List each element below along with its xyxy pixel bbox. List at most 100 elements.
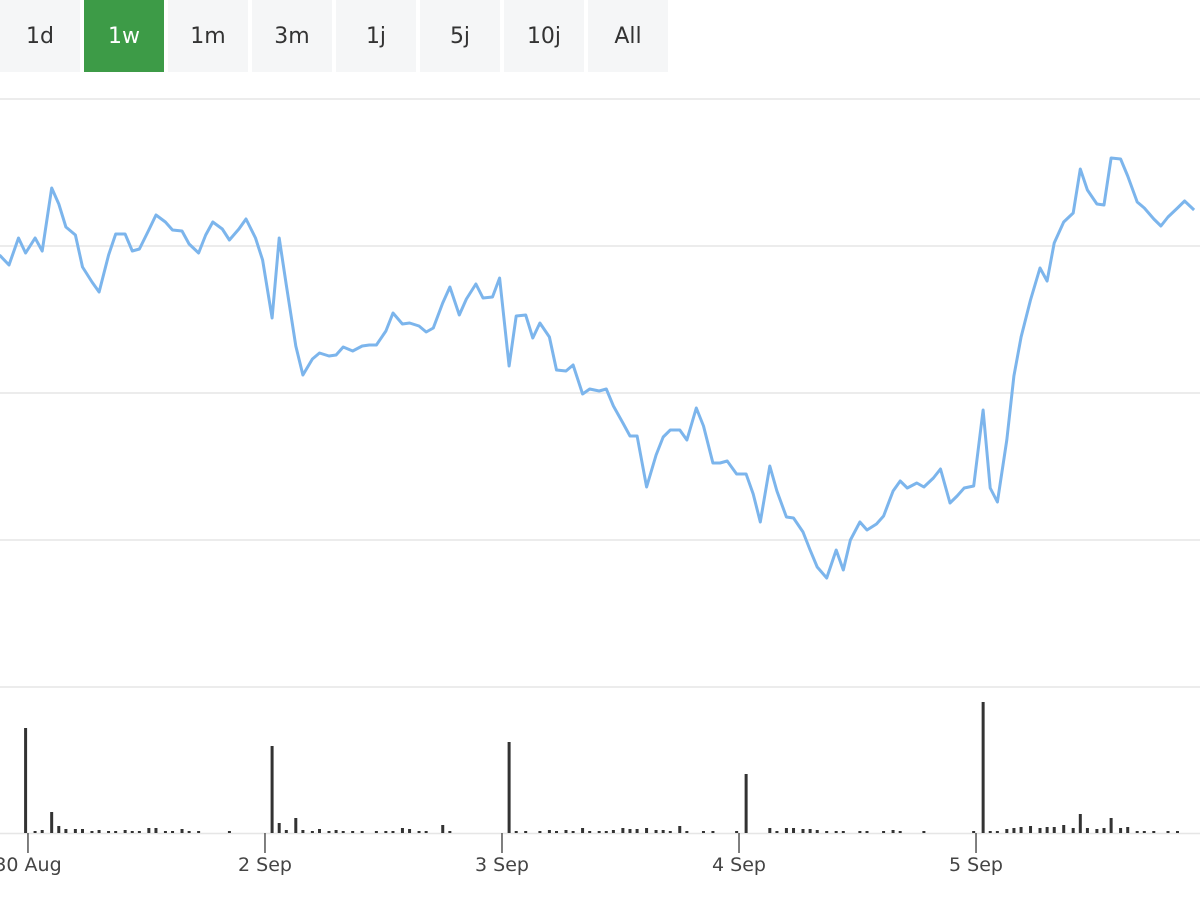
volume-bar: [24, 728, 28, 833]
volume-bar: [130, 831, 134, 833]
volume-bar: [792, 828, 796, 833]
volume-bar: [882, 831, 886, 833]
volume-bar: [678, 826, 682, 833]
volume-bar: [858, 831, 862, 833]
volume-bar: [1109, 818, 1113, 833]
volume-bar: [1135, 831, 1139, 833]
range-button[interactable]: All: [588, 0, 668, 72]
volume-bar: [1019, 827, 1023, 833]
volume-bar: [417, 831, 421, 833]
volume-bar: [1095, 829, 1099, 833]
volume-bar: [898, 831, 902, 833]
volume-bar: [137, 831, 141, 833]
volume-bar: [685, 831, 689, 833]
volume-bar: [981, 702, 985, 833]
volume-bar: [514, 831, 518, 833]
volume-bar: [564, 830, 568, 833]
volume-bar: [808, 829, 812, 833]
volume-bar: [972, 831, 976, 833]
volume-bar: [668, 831, 672, 833]
volume-bar: [815, 830, 819, 833]
volume-bar: [581, 828, 585, 833]
volume-bar: [784, 828, 788, 833]
range-button[interactable]: 1m: [168, 0, 248, 72]
range-button[interactable]: 3m: [252, 0, 332, 72]
volume-bar: [611, 830, 615, 833]
x-tick-label: 30 Aug: [0, 854, 62, 876]
volume-bar: [1038, 828, 1042, 833]
volume-bar: [507, 742, 511, 833]
volume-bar: [834, 831, 838, 833]
volume-bar: [1071, 828, 1075, 833]
volume-bar: [701, 831, 705, 833]
volume-bar: [351, 831, 355, 833]
volume-bar: [588, 831, 592, 833]
range-button[interactable]: 10j: [504, 0, 584, 72]
volume-bar: [571, 831, 575, 833]
volume-bar: [768, 828, 772, 833]
price-line: [0, 156, 1196, 580]
volume-bar: [57, 826, 61, 833]
volume-bar: [1052, 827, 1056, 833]
volume-bar: [163, 831, 167, 833]
volume-bar: [73, 829, 77, 833]
volume-bar: [735, 831, 739, 833]
volume-bar: [711, 831, 715, 833]
volume-bar: [538, 831, 542, 833]
volume-bar: [1126, 827, 1130, 833]
volume-bar: [841, 831, 845, 833]
volume-bar: [50, 812, 54, 833]
range-button[interactable]: 1w: [84, 0, 164, 72]
volume-bar: [1005, 829, 1009, 833]
volume-bar: [1102, 828, 1106, 833]
volume-bar: [294, 818, 298, 833]
volume-bar: [180, 829, 184, 833]
volume-bar: [374, 831, 378, 833]
volume-bar: [1062, 825, 1066, 833]
x-tick-label: 5 Sep: [949, 854, 1003, 876]
volume-bar: [628, 829, 632, 833]
volume-bar: [635, 829, 639, 833]
volume-bar: [1119, 828, 1123, 833]
volume-bar: [448, 831, 452, 833]
volume-bar: [604, 831, 608, 833]
volume-bar: [114, 831, 118, 833]
volume-bar: [97, 830, 101, 833]
volume-bar: [154, 828, 158, 833]
volume-bar: [1085, 828, 1089, 833]
volume-bar: [147, 828, 151, 833]
volume-bar: [441, 825, 445, 833]
range-toolbar: 1d 1w 1m 3m 1j 5j 10j All: [0, 0, 668, 72]
volume-bar: [1142, 831, 1146, 833]
range-button[interactable]: 5j: [420, 0, 500, 72]
volume-bar: [424, 831, 428, 833]
volume-bar: [187, 831, 191, 833]
range-button[interactable]: 1j: [336, 0, 416, 72]
x-tick-label: 4 Sep: [712, 854, 766, 876]
volume-bar: [775, 831, 779, 833]
volume-bar: [33, 831, 37, 833]
volume-bar: [384, 831, 388, 833]
volume-bar: [310, 831, 314, 833]
volume-bar: [1175, 831, 1179, 833]
volume-bar: [408, 829, 412, 833]
volume-bar: [40, 830, 44, 833]
volume-bar: [621, 828, 625, 833]
volume-bar: [801, 829, 805, 833]
volume-bar: [90, 831, 94, 833]
volume-bar: [1152, 831, 1156, 833]
volume-bar: [654, 830, 658, 833]
volume-bar: [1029, 826, 1033, 833]
volume-bar: [547, 830, 551, 833]
x-tick-label: 2 Sep: [238, 854, 292, 876]
x-tick-label: 3 Sep: [475, 854, 529, 876]
volume-bar: [360, 831, 364, 833]
volume-bar: [1045, 827, 1049, 833]
volume-bar: [400, 828, 404, 833]
volume-bar: [597, 831, 601, 833]
range-button[interactable]: 1d: [0, 0, 80, 72]
volume-bar: [301, 830, 305, 833]
volume-bar: [80, 829, 84, 833]
